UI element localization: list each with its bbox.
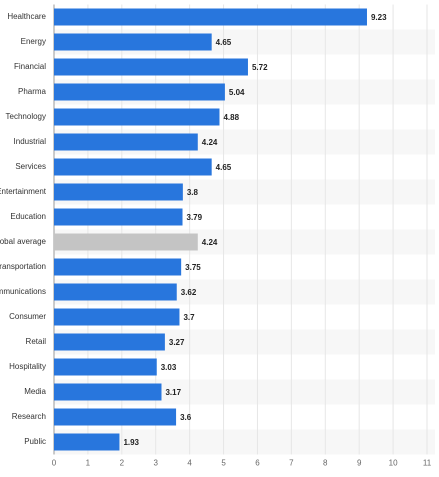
x-tick-label: 8: [323, 459, 328, 468]
bar: [54, 358, 157, 376]
value-label: 4.65: [216, 38, 232, 47]
value-label: 5.72: [252, 63, 268, 72]
y-tick-label: Financial: [14, 62, 46, 71]
bar: [54, 33, 212, 51]
value-label: 3.7: [183, 313, 195, 322]
bar: [54, 433, 120, 451]
y-tick-label: Consumer: [9, 312, 46, 321]
y-tick-label: Hospitality: [9, 362, 46, 371]
x-tick-label: 11: [423, 459, 432, 468]
value-label: 4.24: [202, 238, 218, 247]
x-tick-label: 9: [357, 459, 362, 468]
bar: [54, 108, 220, 126]
y-tick-label: Retail: [26, 337, 47, 346]
x-tick-label: 6: [255, 459, 260, 468]
x-tick-label: 7: [289, 459, 294, 468]
y-tick-label: Services: [15, 162, 46, 171]
value-label: 3.03: [161, 363, 177, 372]
y-tick-label: Technology: [6, 112, 46, 121]
y-tick-label: Transportation: [0, 262, 46, 271]
value-label: 3.62: [181, 288, 197, 297]
value-label: 3.75: [185, 263, 201, 272]
bar: [54, 158, 212, 176]
bar: [54, 83, 225, 101]
bar: [54, 183, 183, 201]
x-tick-label: 10: [389, 459, 398, 468]
y-tick-label: Healthcare: [7, 12, 46, 21]
value-label: 3.8: [187, 188, 199, 197]
value-label: 4.88: [223, 113, 239, 122]
y-tick-label: Communications: [0, 287, 46, 296]
bar: [54, 408, 177, 426]
value-label: 3.6: [180, 413, 192, 422]
y-tick-label: Industrial: [14, 137, 47, 146]
y-tick-label: Media: [24, 387, 46, 396]
bar: [54, 258, 182, 276]
x-tick-label: 2: [120, 459, 125, 468]
value-label: 4.65: [216, 163, 232, 172]
bar: [54, 208, 183, 226]
value-label: 1.93: [123, 438, 139, 447]
bar: [54, 8, 367, 26]
bar: [54, 308, 180, 326]
y-tick-label: Public: [24, 437, 46, 446]
bar: [54, 58, 248, 76]
bar: [54, 333, 165, 351]
bar: [54, 133, 198, 151]
bar: [54, 233, 198, 251]
x-tick-label: 3: [154, 459, 159, 468]
x-tick-label: 1: [86, 459, 91, 468]
value-label: 3.17: [165, 388, 181, 397]
x-tick-label: 5: [221, 459, 226, 468]
y-tick-label: Education: [10, 212, 46, 221]
y-tick-label: Research: [12, 412, 46, 421]
y-tick-label: Entertainment: [0, 187, 47, 196]
y-tick-label: Pharma: [18, 87, 47, 96]
value-label: 9.23: [371, 13, 387, 22]
y-tick-label: Energy: [21, 37, 46, 46]
value-label: 4.24: [202, 138, 218, 147]
value-label: 3.79: [187, 213, 203, 222]
x-tick-label: 4: [187, 459, 192, 468]
x-tick-label: 0: [52, 459, 57, 468]
bar: [54, 283, 177, 301]
value-label: 5.04: [229, 88, 245, 97]
y-tick-label: Global average: [0, 237, 47, 246]
bar: [54, 383, 162, 401]
value-label: 3.27: [169, 338, 185, 347]
